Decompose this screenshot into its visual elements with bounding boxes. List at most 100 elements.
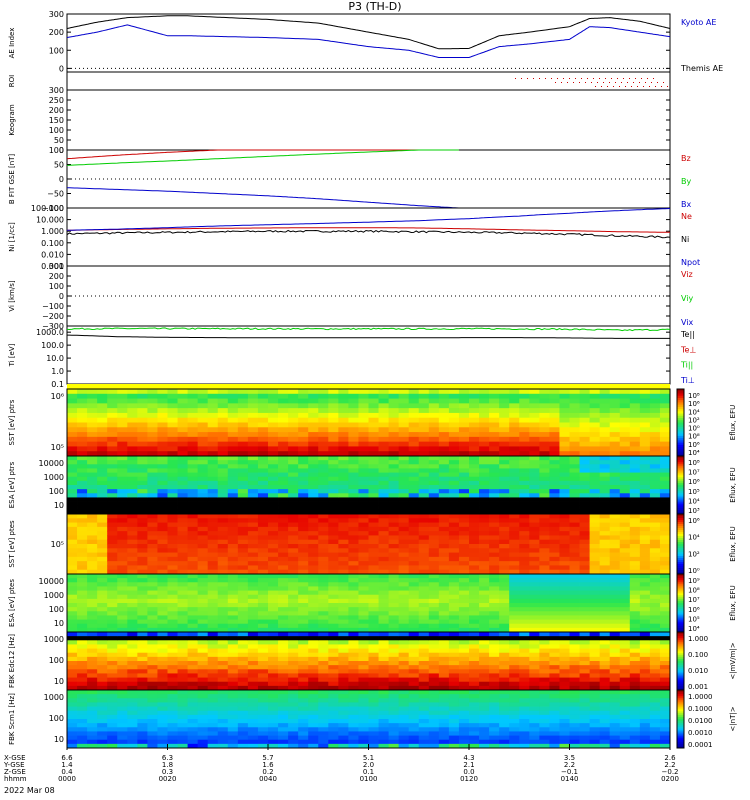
heatmap-cell	[97, 432, 108, 438]
heatmap-cell	[127, 694, 138, 699]
heatmap-cell	[479, 623, 490, 629]
heatmap-cell	[469, 422, 480, 428]
heatmap-cell	[187, 531, 199, 536]
heatmap-cell	[469, 456, 480, 461]
heatmap-cell	[489, 565, 500, 571]
heatmap-cell	[479, 648, 490, 654]
heatmap-cell	[519, 569, 530, 575]
heatmap-cell	[448, 552, 460, 558]
heatmap-cell	[67, 665, 78, 670]
heatmap-cell	[247, 619, 259, 625]
heatmap-cell	[529, 544, 540, 549]
heatmap-cell	[378, 582, 389, 587]
heatmap-cell	[509, 556, 520, 562]
heatmap-cell	[187, 548, 199, 553]
heatmap-cell	[177, 619, 188, 625]
heatmap-cell	[318, 509, 329, 515]
heatmap-cell	[127, 514, 138, 519]
heatmap-cell	[107, 408, 118, 414]
heatmap-cell	[117, 644, 128, 649]
heatmap-cell	[418, 661, 430, 666]
heatmap-cell	[217, 464, 229, 469]
heatmap-cell	[117, 694, 128, 699]
heatmap-cell	[659, 436, 671, 443]
heatmap-cell	[519, 681, 530, 687]
plot-title: P3 (TH-D)	[348, 0, 402, 13]
heatmap-cell	[489, 436, 500, 443]
y-tick-label: 10000	[39, 459, 64, 468]
heatmap-cell	[177, 408, 188, 414]
colorbar-label: Eflux, EFU	[729, 467, 737, 502]
heatmap-cell	[87, 594, 98, 600]
colorbar-segment	[677, 626, 684, 629]
heatmap-cell	[227, 464, 239, 469]
heatmap-cell	[288, 514, 299, 519]
heatmap-cell	[77, 522, 88, 528]
heatmap-cell	[227, 640, 239, 645]
heatmap-cell	[428, 561, 440, 566]
heatmap-cell	[378, 472, 389, 478]
heatmap-cell	[237, 656, 249, 662]
heatmap-cell	[448, 476, 460, 482]
heatmap-cell	[127, 561, 138, 566]
heatmap-cell	[197, 427, 209, 433]
heatmap-cell	[257, 422, 269, 428]
heatmap-cell	[549, 531, 560, 536]
heatmap-cell	[358, 623, 369, 629]
heatmap-cell	[177, 526, 188, 532]
heatmap-cell	[308, 535, 319, 541]
heatmap-cell	[227, 636, 239, 641]
heatmap-cell	[448, 526, 460, 532]
heatmap-cell	[298, 451, 309, 457]
heatmap-cell	[137, 535, 148, 541]
heatmap-cell	[137, 710, 148, 716]
heatmap-cell	[639, 518, 651, 523]
heatmap-cell	[328, 578, 339, 583]
heatmap-cell	[107, 681, 118, 687]
heatmap-cell	[107, 698, 118, 703]
heatmap-cell	[659, 493, 671, 498]
heatmap-cell	[117, 535, 128, 541]
heatmap-cell	[368, 393, 379, 399]
heatmap-cell	[569, 611, 580, 616]
heatmap-cell	[167, 719, 178, 724]
heatmap-cell	[589, 476, 601, 482]
heatmap-cell	[187, 644, 199, 649]
heatmap-cell	[348, 389, 359, 395]
heatmap-cell	[469, 677, 480, 683]
heatmap-cell	[479, 393, 490, 399]
heatmap-cell	[207, 422, 219, 428]
heatmap-cell	[368, 412, 379, 419]
heatmap-cell	[649, 548, 661, 553]
heatmap-cell	[639, 656, 651, 662]
heatmap-cell	[187, 603, 199, 608]
heatmap-cell	[227, 501, 239, 507]
heatmap-cell	[599, 509, 611, 515]
heatmap-cell	[288, 556, 299, 562]
colorbar-segment	[677, 661, 684, 664]
heatmap-cell	[569, 485, 580, 490]
heatmap-cell	[569, 436, 580, 443]
heatmap-cell	[448, 544, 460, 549]
heatmap-cell	[197, 652, 209, 658]
heatmap-cell	[328, 485, 339, 490]
heatmap-cell	[338, 505, 349, 511]
heatmap-cell	[167, 690, 178, 695]
heatmap-cell	[67, 735, 78, 741]
heatmap-cell	[288, 648, 299, 654]
heatmap-cell	[197, 623, 209, 629]
heatmap-cell	[177, 743, 188, 749]
roi-marker	[545, 78, 546, 79]
heatmap-cell	[308, 627, 319, 633]
heatmap-cell	[629, 656, 641, 662]
heatmap-cell	[589, 652, 601, 658]
colorbar-segment	[677, 524, 684, 527]
heatmap-cell	[147, 561, 158, 566]
heatmap-cell	[479, 422, 490, 428]
heatmap-cell	[579, 505, 590, 511]
y-axis-label: ROI	[8, 75, 16, 87]
heatmap-cell	[639, 544, 651, 549]
heatmap-cell	[358, 681, 369, 687]
heatmap-cell	[469, 561, 480, 566]
heatmap-cell	[408, 417, 420, 423]
